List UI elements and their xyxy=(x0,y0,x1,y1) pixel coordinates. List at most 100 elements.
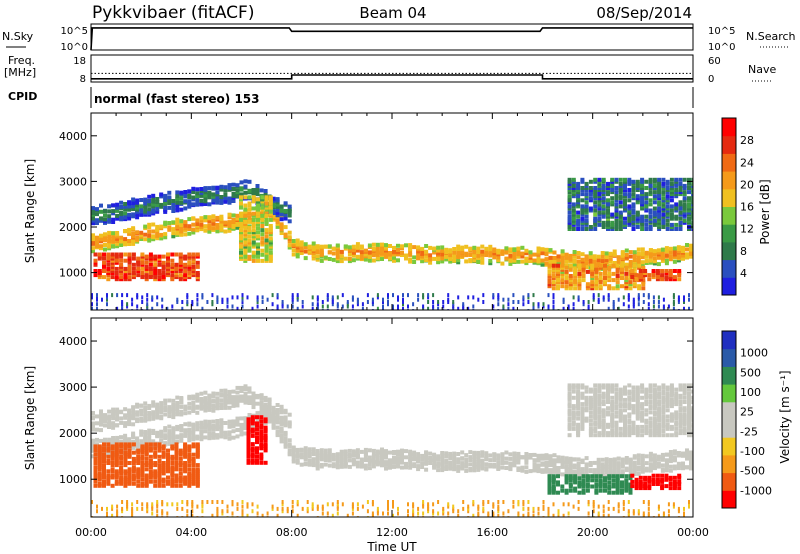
heatmap-cell xyxy=(347,458,352,463)
heatmap-cell xyxy=(567,304,570,309)
heatmap-cell xyxy=(472,304,475,309)
heatmap-cell xyxy=(207,431,212,436)
heatmap-cell xyxy=(264,201,269,206)
heatmap-cell xyxy=(175,439,180,444)
heatmap-cell xyxy=(93,446,98,451)
heatmap-cell xyxy=(114,252,119,257)
heatmap-cell xyxy=(295,248,300,253)
heatmap-cell xyxy=(119,440,124,444)
heatmap-cell xyxy=(195,471,200,476)
heatmap-cell xyxy=(161,477,166,482)
heatmap-cell xyxy=(610,225,615,229)
heatmap-cell xyxy=(392,458,396,463)
heatmap-cell xyxy=(588,206,593,211)
heatmap-cell xyxy=(147,410,152,415)
heatmap-cell xyxy=(179,200,184,205)
heatmap-cell xyxy=(115,244,120,249)
heatmap-cell xyxy=(641,278,646,283)
heatmap-cell xyxy=(157,481,162,486)
heatmap-cell xyxy=(689,243,693,248)
heatmap-cell xyxy=(580,422,585,427)
heatmap-cell xyxy=(247,397,252,402)
heatmap-cell xyxy=(166,481,170,486)
heatmap-cell xyxy=(235,420,240,425)
heatmap-cell xyxy=(175,200,180,205)
heatmap-cell xyxy=(624,286,629,291)
heatmap-cell xyxy=(157,454,162,459)
heatmap-cell xyxy=(597,300,600,304)
heatmap-cell xyxy=(195,481,200,486)
heatmap-cell xyxy=(211,218,216,223)
colorbar-tick-label: 28 xyxy=(740,134,754,147)
heatmap-cell xyxy=(275,208,280,213)
heatmap-cell xyxy=(140,456,145,461)
heatmap-cell xyxy=(263,409,268,414)
heatmap-cell xyxy=(311,253,316,257)
heatmap-cell xyxy=(606,202,610,207)
heatmap-cell xyxy=(191,273,196,278)
heatmap-cell xyxy=(512,255,517,260)
heatmap-cell xyxy=(500,454,505,459)
heatmap-cell xyxy=(223,199,228,204)
heatmap-cell xyxy=(580,210,585,215)
heatmap-cell xyxy=(170,258,175,263)
heatmap-cell xyxy=(615,486,620,491)
heatmap-cell xyxy=(143,408,148,413)
heatmap-cell xyxy=(572,262,577,267)
heatmap-cell xyxy=(607,474,612,479)
heatmap-cell xyxy=(552,256,557,260)
heatmap-cell xyxy=(367,458,372,463)
heatmap-cell xyxy=(618,408,623,413)
heatmap-cell xyxy=(656,262,661,267)
heatmap-cell xyxy=(520,251,525,256)
heatmap-cell xyxy=(136,454,141,459)
heatmap-cell xyxy=(307,244,312,249)
heatmap-cell xyxy=(91,411,95,415)
heatmap-cell xyxy=(123,258,128,263)
heatmap-cell xyxy=(127,481,132,486)
heatmap-cell xyxy=(480,244,485,249)
heatmap-cell xyxy=(195,463,200,468)
heatmap-cell xyxy=(520,465,525,470)
heatmap-cell xyxy=(611,286,616,291)
heatmap-cell xyxy=(195,434,200,439)
heatmap-cell xyxy=(102,471,106,476)
heatmap-cell xyxy=(114,450,119,455)
heatmap-cell xyxy=(235,183,240,188)
heatmap-cell xyxy=(143,224,148,229)
heatmap-cell xyxy=(159,401,164,406)
heatmap-cell xyxy=(567,410,572,415)
heatmap-cell xyxy=(560,269,565,274)
heatmap-cell xyxy=(585,478,590,483)
y-tick-label: 3000 xyxy=(59,175,87,188)
heatmap-cell xyxy=(319,252,324,257)
heatmap-cell xyxy=(652,456,657,461)
heatmap-cell xyxy=(127,473,132,478)
heatmap-cell xyxy=(219,429,224,434)
heatmap-cell xyxy=(628,282,633,287)
heatmap-cell xyxy=(339,259,344,264)
heatmap-cell xyxy=(500,251,505,256)
heatmap-cell xyxy=(260,228,265,233)
heatmap-cell xyxy=(268,230,273,235)
heatmap-cell xyxy=(576,190,581,195)
heatmap-cell xyxy=(99,216,103,221)
heatmap-cell xyxy=(191,403,196,407)
heatmap-cell xyxy=(247,238,252,243)
heatmap-cell xyxy=(606,431,610,436)
heatmap-cell xyxy=(593,222,598,227)
heatmap-cell xyxy=(151,416,156,421)
heatmap-cell xyxy=(179,396,184,400)
heatmap-cell xyxy=(195,454,200,459)
heatmap-cell xyxy=(166,463,170,468)
heatmap-cell xyxy=(567,198,572,203)
heatmap-cell xyxy=(636,453,641,458)
heatmap-cell xyxy=(436,257,441,262)
heatmap-cell xyxy=(255,215,260,219)
heatmap-cell xyxy=(170,269,175,273)
heatmap-cell xyxy=(207,405,212,410)
heatmap-cell xyxy=(448,463,453,468)
heatmap-cell xyxy=(517,300,520,304)
heatmap-cell xyxy=(114,479,119,484)
heatmap-cell xyxy=(191,216,196,221)
